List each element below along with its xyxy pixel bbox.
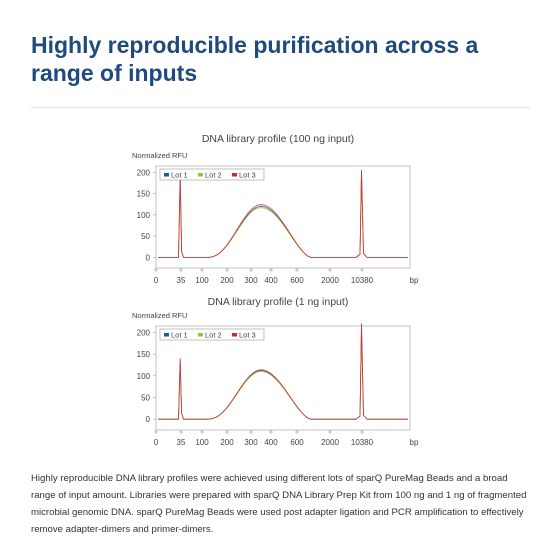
x-tick-marker bbox=[179, 268, 183, 272]
x-tick-marker bbox=[360, 430, 364, 434]
x-tick-label: 300 bbox=[244, 276, 258, 285]
legend-swatch bbox=[198, 173, 203, 177]
legend-swatch bbox=[164, 173, 169, 177]
figure-caption: Highly reproducible DNA library profiles… bbox=[31, 473, 527, 535]
x-tick-marker bbox=[328, 268, 332, 272]
legend-label: Lot 1 bbox=[171, 171, 188, 180]
x-tick-marker bbox=[200, 268, 204, 272]
x-tick-label: 2000 bbox=[321, 438, 339, 447]
y-tick-label: 200 bbox=[137, 168, 151, 177]
x-tick-marker bbox=[249, 268, 253, 272]
x-tick-label: 10380 bbox=[351, 276, 374, 285]
x-tick-marker bbox=[154, 430, 158, 434]
legend-swatch bbox=[198, 333, 203, 337]
legend-label: Lot 2 bbox=[205, 171, 222, 180]
y-tick-label: 150 bbox=[137, 190, 151, 199]
x-tick-marker bbox=[225, 268, 229, 272]
x-tick-label: 400 bbox=[264, 438, 278, 447]
x-tick-label: 600 bbox=[290, 438, 304, 447]
y-tick-label: 100 bbox=[137, 372, 151, 381]
legend-box bbox=[159, 328, 265, 341]
chart-2: DNA library profile (1 ng input) Normaliz… bbox=[132, 296, 419, 447]
legend-label: Lot 2 bbox=[205, 331, 222, 340]
y-tick-label: 150 bbox=[137, 350, 151, 359]
x-tick-marker bbox=[179, 430, 183, 434]
x-tick-label: 100 bbox=[195, 438, 209, 447]
x-tick-label: 35 bbox=[177, 276, 186, 285]
legend-swatch bbox=[232, 333, 237, 337]
x-axis-label: bp bbox=[410, 438, 419, 447]
x-tick-label: 100 bbox=[195, 276, 209, 285]
chart-title: DNA library profile (100 ng input) bbox=[202, 133, 354, 145]
series-line-1 bbox=[158, 170, 408, 258]
legend: Lot 1 Lot 2 Lot 3 bbox=[159, 168, 265, 181]
x-tick-label: 600 bbox=[290, 276, 304, 285]
y-tick-label: 0 bbox=[146, 253, 151, 262]
x-tick-label: 200 bbox=[220, 276, 234, 285]
x-tick-label: 10380 bbox=[351, 438, 374, 447]
x-tick-label: 400 bbox=[264, 276, 278, 285]
y-tick-label: 200 bbox=[137, 329, 151, 338]
plot-frame bbox=[155, 165, 411, 269]
x-axis-label: bp bbox=[410, 276, 419, 285]
x-tick-marker bbox=[249, 430, 253, 434]
y-tick-label: 50 bbox=[141, 394, 150, 403]
x-tick-marker bbox=[295, 268, 299, 272]
page-heading: Highly reproducible purification across … bbox=[31, 32, 479, 86]
x-tick-marker bbox=[269, 430, 273, 434]
x-tick-label: 35 bbox=[177, 438, 186, 447]
chart-1: DNA library profile (100 ng input) Normal… bbox=[132, 133, 419, 285]
x-tick-marker bbox=[154, 268, 158, 272]
series-line-3 bbox=[158, 323, 408, 420]
x-tick-marker bbox=[295, 430, 299, 434]
x-tick-marker bbox=[269, 268, 273, 272]
y-tick-label: 100 bbox=[137, 211, 151, 220]
x-tick-label: 300 bbox=[244, 438, 258, 447]
legend: Lot 1 Lot 2 Lot 3 bbox=[159, 328, 265, 341]
chart-title: DNA library profile (1 ng input) bbox=[208, 296, 349, 308]
series-line-2 bbox=[158, 171, 408, 258]
y-axis-label: Normalized RFU bbox=[132, 311, 187, 320]
legend-swatch bbox=[164, 333, 169, 337]
x-tick-marker bbox=[200, 430, 204, 434]
legend-label: Lot 3 bbox=[239, 331, 256, 340]
y-axis-label: Normalized RFU bbox=[132, 151, 187, 160]
y-tick-label: 0 bbox=[146, 415, 151, 424]
x-tick-marker bbox=[360, 268, 364, 272]
legend-label: Lot 3 bbox=[239, 171, 256, 180]
divider bbox=[31, 107, 530, 108]
y-tick-label: 50 bbox=[141, 232, 150, 241]
figure: DNA library profile (100 ng input) Normal… bbox=[0, 125, 556, 465]
x-tick-label: 200 bbox=[220, 438, 234, 447]
charts-svg: DNA library profile (100 ng input) Normal… bbox=[132, 133, 419, 447]
x-tick-label: 0 bbox=[154, 438, 159, 447]
x-tick-label: 2000 bbox=[321, 276, 339, 285]
x-tick-marker bbox=[225, 430, 229, 434]
legend-box bbox=[159, 168, 265, 181]
legend-label: Lot 1 bbox=[171, 331, 188, 340]
x-tick-label: 0 bbox=[154, 276, 159, 285]
legend-swatch bbox=[232, 173, 237, 177]
plot-frame bbox=[155, 325, 411, 431]
x-tick-marker bbox=[328, 430, 332, 434]
series-line-3 bbox=[158, 169, 408, 258]
